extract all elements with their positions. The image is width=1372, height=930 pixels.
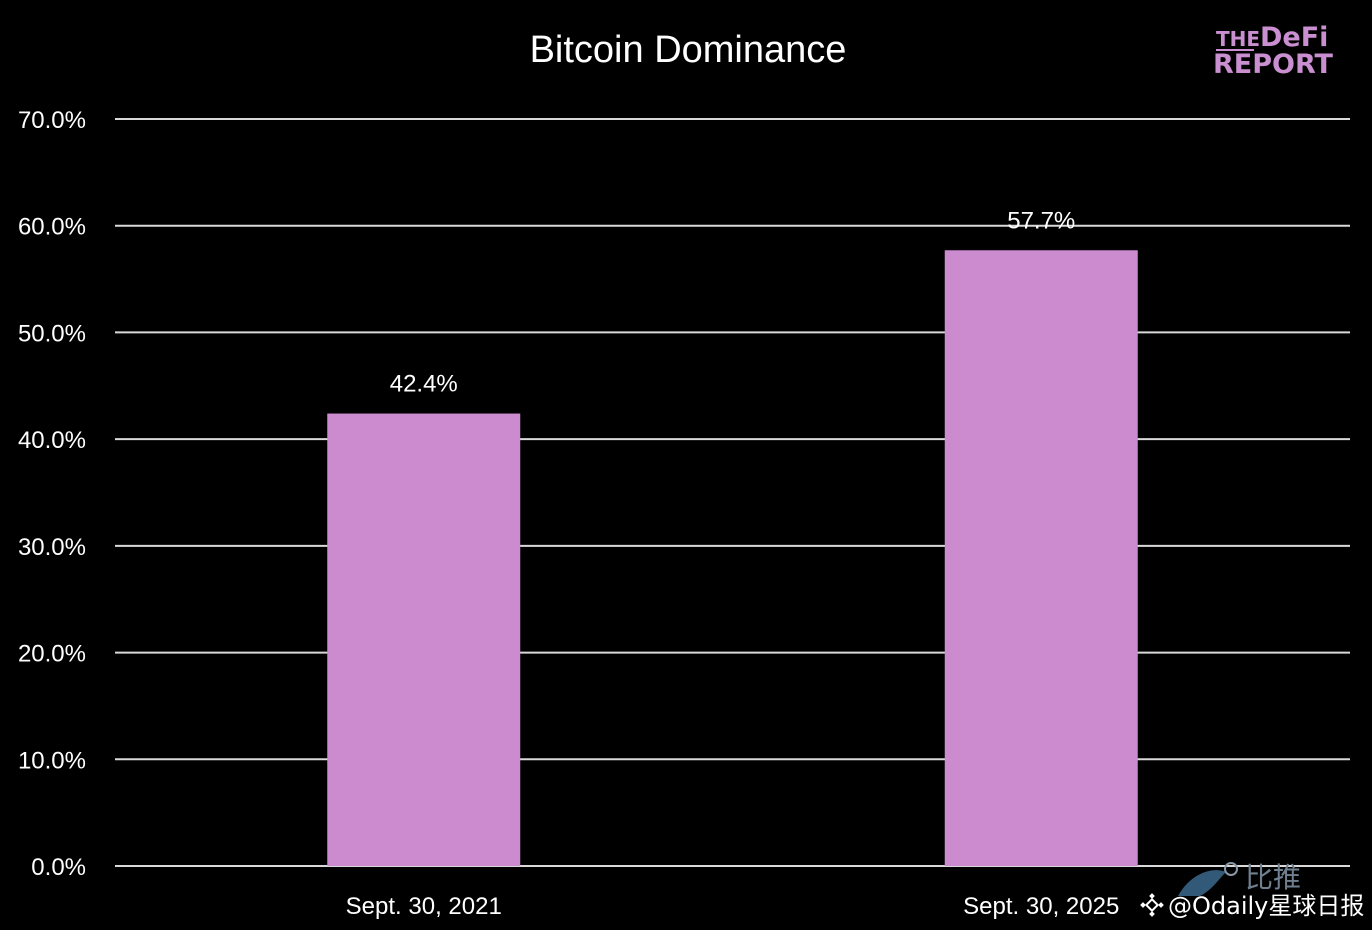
gridlines bbox=[115, 118, 1350, 867]
bar bbox=[944, 250, 1138, 867]
y-tick-label: 10.0% bbox=[18, 747, 86, 774]
y-tick-label: 70.0% bbox=[18, 107, 86, 134]
logo-the: THE bbox=[1216, 27, 1260, 51]
y-tick-label: 30.0% bbox=[18, 534, 86, 561]
y-tick-label: 50.0% bbox=[18, 320, 86, 347]
defi-report-logo: THE DeFi REPORT bbox=[1213, 22, 1334, 80]
y-tick-label: 40.0% bbox=[18, 427, 86, 454]
bitui-watermark: 比推 bbox=[1178, 861, 1301, 896]
chart-title: Bitcoin Dominance bbox=[530, 29, 847, 71]
y-tick-label: 60.0% bbox=[18, 214, 86, 241]
y-tick-label: 0.0% bbox=[31, 854, 86, 881]
data-labels: 42.4% 57.7% bbox=[390, 207, 1076, 397]
y-axis-ticks: 0.0% 10.0% 20.0% 30.0% 40.0% 50.0% 60.0% 70.0% bbox=[18, 107, 86, 881]
logo-defi: DeFi bbox=[1260, 22, 1328, 53]
bird-icon bbox=[1178, 870, 1226, 896]
y-tick-label: 20.0% bbox=[18, 641, 86, 668]
bars bbox=[327, 250, 1138, 867]
odaily-handle: @Odaily星球日报 bbox=[1168, 892, 1364, 920]
binance-icon bbox=[1140, 893, 1164, 917]
odaily-watermark: @Odaily星球日报 bbox=[1140, 892, 1364, 920]
data-label: 57.7% bbox=[1007, 207, 1075, 234]
category-label: Sept. 30, 2025 bbox=[963, 893, 1119, 920]
category-labels: Sept. 30, 2021 Sept. 30, 2025 bbox=[346, 893, 1120, 920]
bitui-brand: 比推 bbox=[1245, 861, 1301, 894]
bar bbox=[327, 413, 521, 866]
category-label: Sept. 30, 2021 bbox=[346, 893, 502, 920]
logo-report: REPORT bbox=[1213, 49, 1334, 80]
data-label: 42.4% bbox=[390, 371, 458, 398]
registered-icon bbox=[1224, 862, 1238, 876]
